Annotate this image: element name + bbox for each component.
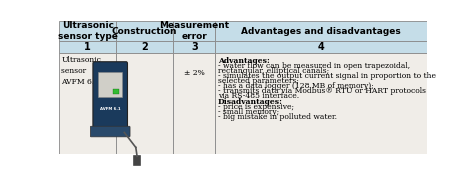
Bar: [215, 21, 427, 41]
Bar: [59, 21, 116, 41]
Bar: [116, 21, 173, 41]
Text: - transmits data via Modbus® RTU or HART protocols: - transmits data via Modbus® RTU or HART…: [218, 87, 426, 95]
Bar: [173, 41, 215, 53]
Bar: [173, 53, 215, 154]
Text: 4: 4: [318, 42, 324, 52]
Text: Measurement
error: Measurement error: [159, 21, 229, 41]
Text: ± 2%: ± 2%: [184, 69, 205, 77]
Bar: [215, 53, 427, 154]
Text: - big mistake in polluted water.: - big mistake in polluted water.: [218, 113, 337, 121]
Bar: [215, 41, 427, 53]
Text: Construction: Construction: [112, 27, 177, 36]
Bar: [116, 41, 173, 53]
Bar: [116, 53, 173, 154]
Text: Disadvantages:: Disadvantages:: [218, 98, 283, 106]
Text: rectangular, elliptical canals;: rectangular, elliptical canals;: [218, 67, 329, 75]
Text: - small memory;: - small memory;: [218, 108, 279, 116]
Bar: [59, 53, 116, 154]
Text: 3: 3: [191, 42, 198, 52]
Bar: [98, 72, 122, 97]
Bar: [133, 154, 140, 165]
Text: AVFM 6.1: AVFM 6.1: [100, 107, 120, 111]
Text: Advantages and disadvantages: Advantages and disadvantages: [241, 27, 401, 36]
Text: Advantages:: Advantages:: [218, 57, 269, 65]
Text: via RS-485 interface.: via RS-485 interface.: [218, 92, 299, 100]
Text: Ultrasonic
sensor type: Ultrasonic sensor type: [58, 21, 118, 41]
Bar: [59, 41, 116, 53]
Bar: [173, 21, 215, 41]
Text: 2: 2: [141, 42, 148, 52]
Text: 1: 1: [84, 42, 91, 52]
Text: selected parameters;: selected parameters;: [218, 77, 299, 85]
Text: Ultrasonic
sensor    type
AVFM 6.1: Ultrasonic sensor type AVFM 6.1: [61, 56, 112, 86]
FancyBboxPatch shape: [91, 126, 130, 137]
Text: - price is expensive;: - price is expensive;: [218, 103, 294, 111]
Text: - simulates the output current signal in proportion to the: - simulates the output current signal in…: [218, 72, 436, 80]
Bar: [113, 89, 118, 94]
Text: - has a data logger (128 MB of memory);: - has a data logger (128 MB of memory);: [218, 82, 374, 90]
Text: - water flow can be measured in open trapezoidal,: - water flow can be measured in open tra…: [218, 62, 410, 70]
FancyBboxPatch shape: [93, 62, 128, 131]
